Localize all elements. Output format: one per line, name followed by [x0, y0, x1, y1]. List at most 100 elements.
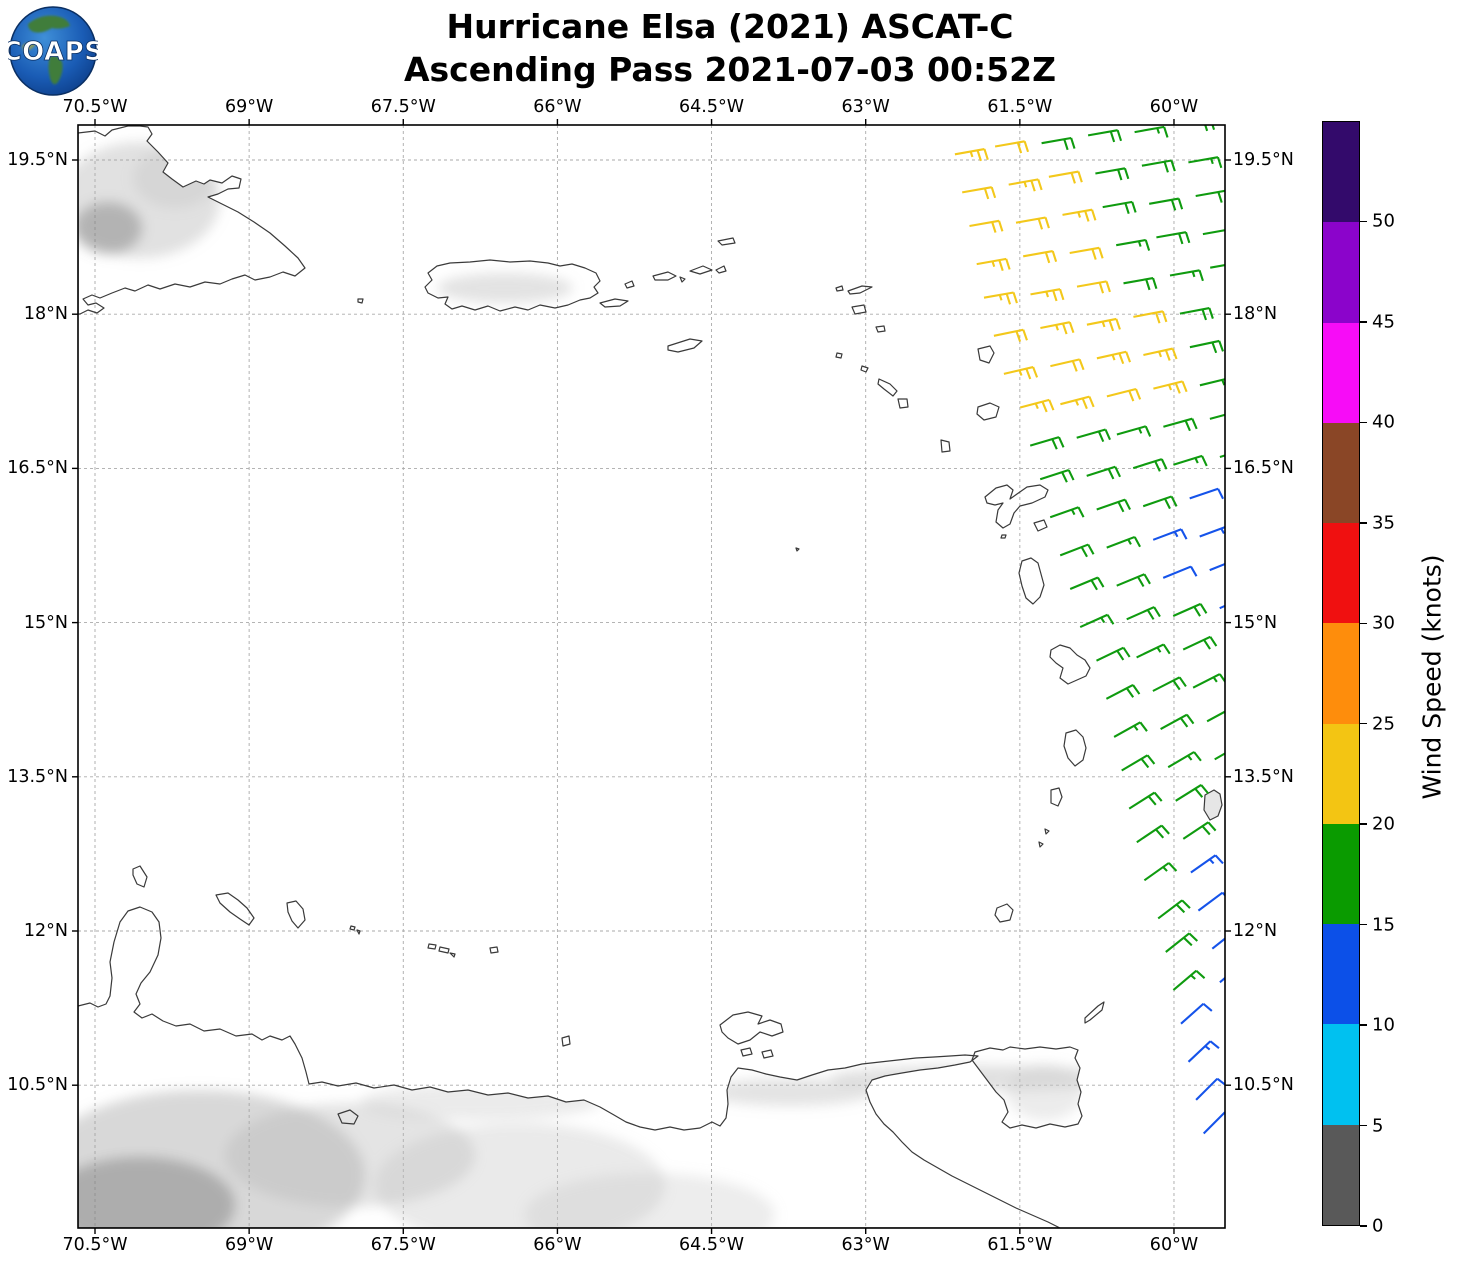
coastline-guadeloupe-dominica [984, 484, 1049, 605]
wind-barb [1209, 557, 1225, 572]
lon-tick-label-top: 70.5°W [62, 97, 128, 117]
wind-barb [1202, 227, 1225, 241]
colorbar-tick-mark [1360, 321, 1367, 323]
wind-barb [1003, 366, 1039, 380]
wind-barb [1049, 506, 1085, 519]
wind-barb [1050, 358, 1085, 372]
wind-barb [1106, 388, 1142, 402]
wind-barb [1189, 339, 1224, 354]
wind-barb [969, 219, 1004, 233]
wind-barb [1041, 136, 1076, 151]
coastline-abc-islands [132, 865, 361, 935]
wind-barb [1143, 862, 1178, 882]
wind-barb [1152, 528, 1188, 541]
wind-barb [976, 257, 1011, 271]
wind-barb [1149, 197, 1184, 211]
colorbar-tick-label: 45 [1372, 311, 1395, 333]
wind-barb [1095, 167, 1130, 181]
colorbar-segment-25-30 [1323, 623, 1359, 724]
lon-tick-label-top: 69°W [224, 97, 274, 117]
colorbar-tick-mark [1360, 421, 1367, 424]
colorbar-tick-mark [1360, 220, 1367, 223]
colorbar-segment->50 [1323, 122, 1359, 223]
colorbar-tick-label: 30 [1372, 612, 1395, 634]
lon-tick-label-top: 63°W [841, 97, 890, 117]
wind-barb [1163, 417, 1198, 432]
colorbar-tick-label: 15 [1372, 914, 1395, 936]
wind-barb [1105, 684, 1141, 700]
globe-continents [22, 15, 70, 85]
wind-barb [994, 140, 1030, 154]
lat-tick-label-right: 10.5°N [1233, 1075, 1294, 1096]
title-line-2: Ascending Pass 2021-07-03 00:52Z [403, 49, 1057, 89]
lon-tick-label-top: 66°W [533, 97, 582, 117]
colorbar-tick-label: 5 [1372, 1115, 1384, 1137]
lat-tick-label-right: 13.5°N [1233, 766, 1294, 787]
wind-barb [993, 328, 1028, 342]
wind-barb [1195, 1077, 1225, 1101]
wind-barb [1211, 929, 1225, 950]
wind-barb [1173, 454, 1208, 467]
wind-barb [1192, 673, 1225, 689]
colorbar-segment-10-15 [1323, 924, 1359, 1025]
wind-barb [1214, 743, 1225, 761]
colorbar-tick-label: 25 [1372, 713, 1395, 735]
lon-tick-label-bottom: 64.5°W [679, 1235, 745, 1255]
lon-tick-label-top: 61.5°W [987, 97, 1053, 117]
wind-barb [1162, 565, 1198, 579]
lon-tick-label-top: 64.5°W [679, 97, 745, 117]
wind-barb [1202, 1111, 1225, 1135]
wind-barb [1133, 310, 1168, 324]
colorbar-tick-label: 20 [1372, 813, 1395, 835]
wind-speed-colorbar [1322, 121, 1360, 1226]
wind-barb [1128, 791, 1163, 810]
lat-tick-label-left: 18°N [23, 304, 68, 325]
lat-tick-label-right: 16.5°N [1233, 458, 1294, 479]
wind-barb [1180, 1002, 1213, 1025]
wind-barb [1136, 824, 1170, 844]
wind-barb [1076, 280, 1111, 294]
colorbar-segment-15-20 [1323, 823, 1359, 925]
wind-barb [1076, 428, 1111, 443]
wind-barb [1134, 125, 1169, 138]
wind-barb [1126, 606, 1161, 621]
colorbar-tick-mark [1360, 1225, 1367, 1227]
wind-barb [1087, 129, 1123, 143]
colorbar-segment-45-50 [1323, 222, 1359, 323]
figure-title: Hurricane Elsa (2021) ASCAT-C Ascending … [0, 6, 1460, 92]
wind-barb [1152, 676, 1187, 692]
wind-barb [1121, 754, 1156, 772]
wind-barb [1040, 321, 1075, 335]
wind-barb [1197, 891, 1225, 912]
wind-barb [1136, 643, 1171, 659]
lon-tick-label-bottom: 70.5°W [62, 1235, 128, 1255]
wind-barb [1048, 170, 1083, 184]
colorbar-tick-mark [1360, 723, 1367, 725]
colorbar-tick-label: 50 [1372, 210, 1395, 232]
lat-tick-label-right: 19.5°N [1233, 150, 1294, 170]
wind-barb [1209, 410, 1225, 424]
wind-barb [1169, 269, 1204, 282]
wind-barb [962, 186, 997, 200]
colorbar-tick-mark [1360, 1124, 1367, 1127]
coastline-virgin-islands [357, 237, 736, 353]
colorbar-axis-label: Wind Speed (knots) [1417, 554, 1447, 800]
wind-barb [1172, 602, 1208, 617]
colorbar-segment-0-5 [1323, 1124, 1359, 1225]
colorbar-tick-mark [1360, 1024, 1367, 1026]
coastline-venezuelan-islands [427, 547, 800, 1059]
lat-tick-label-left: 10.5°N [7, 1075, 68, 1096]
lat-tick-label-left: 16.5°N [7, 458, 68, 479]
colorbar-segment-30-35 [1323, 523, 1359, 624]
wind-barb [1039, 469, 1075, 483]
lon-tick-label-bottom: 63°W [841, 1235, 890, 1255]
wind-barb [1079, 613, 1115, 629]
wind-barb [1219, 962, 1225, 984]
wind-barb [1106, 535, 1141, 549]
wind-barb [1157, 899, 1191, 920]
wind-barb [1142, 495, 1178, 510]
lon-tick-label-bottom: 61.5°W [987, 1235, 1053, 1255]
terrain-shading [78, 142, 1082, 1228]
wind-barb [1116, 573, 1151, 588]
